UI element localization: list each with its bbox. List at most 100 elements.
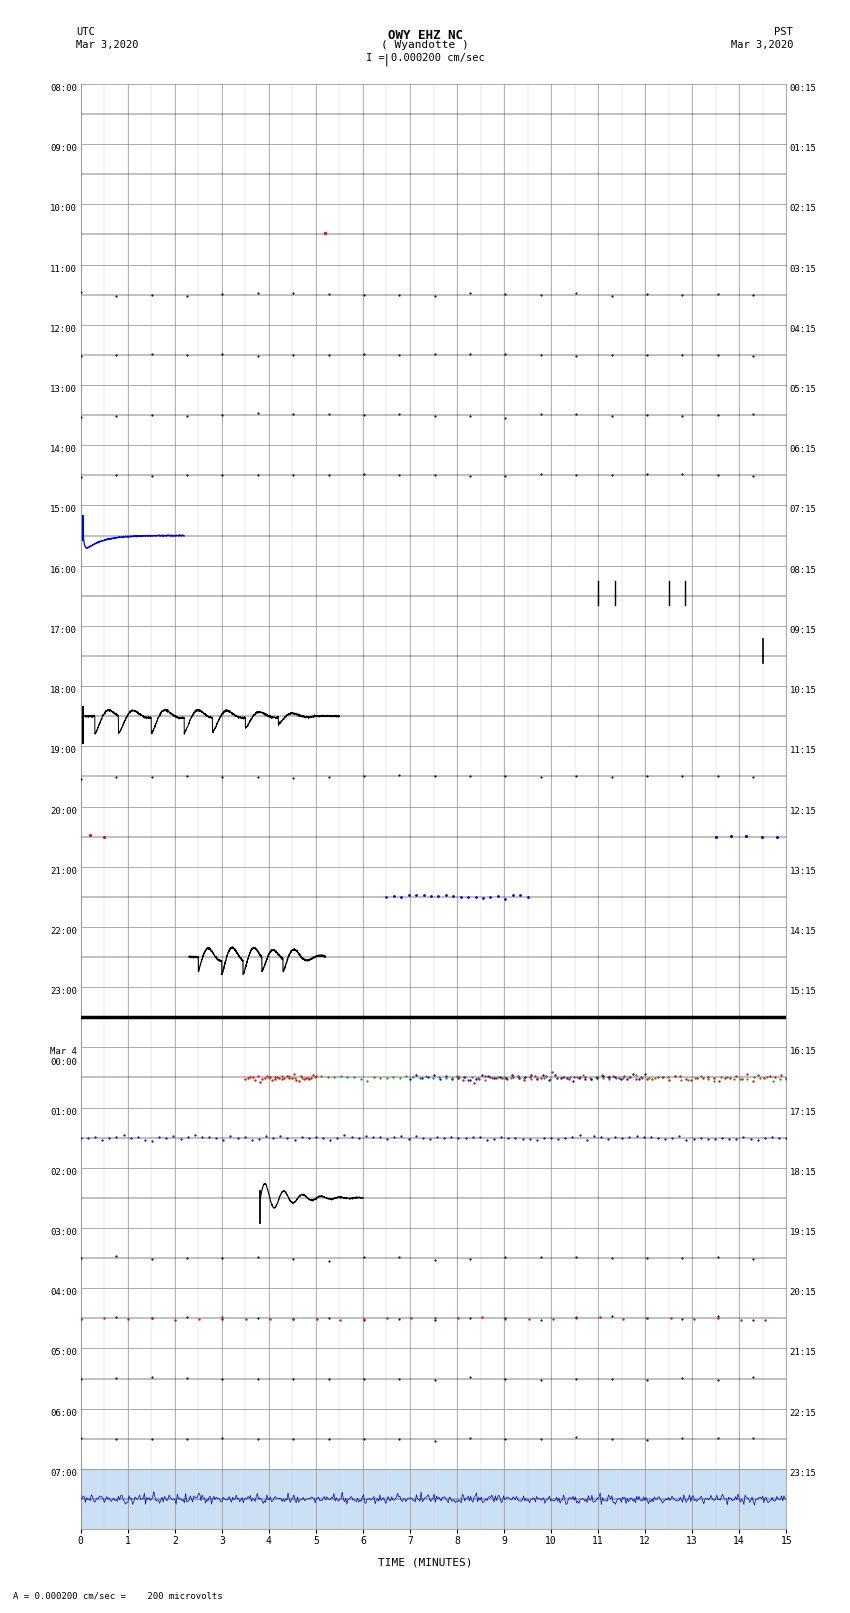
Point — [387, 882, 400, 908]
Point — [451, 1305, 465, 1331]
Point — [345, 1124, 359, 1150]
Point — [286, 1245, 300, 1271]
Point — [180, 1365, 194, 1390]
Point — [498, 1065, 512, 1090]
Point — [727, 1066, 740, 1092]
Point — [428, 1247, 441, 1273]
Point — [285, 1065, 298, 1090]
Point — [609, 1065, 622, 1090]
Point — [265, 1068, 279, 1094]
Point — [241, 1065, 255, 1090]
Point — [711, 1244, 724, 1269]
Point — [534, 765, 547, 790]
Text: 17:15: 17:15 — [790, 1108, 817, 1116]
Point — [457, 1065, 471, 1090]
Text: 03:15: 03:15 — [790, 265, 817, 274]
Point — [734, 1307, 748, 1332]
Point — [145, 1127, 159, 1153]
Point — [357, 1426, 371, 1452]
Point — [243, 1065, 257, 1090]
Text: 22:15: 22:15 — [790, 1408, 817, 1418]
Point — [622, 1065, 636, 1090]
Point — [286, 1426, 300, 1452]
Point — [596, 1065, 609, 1090]
Point — [530, 1066, 543, 1092]
Point — [268, 1066, 281, 1092]
Point — [672, 1123, 686, 1148]
Text: 12:15: 12:15 — [790, 806, 817, 816]
Point — [556, 1065, 570, 1090]
Point — [712, 1068, 726, 1094]
Point — [605, 1366, 619, 1392]
Point — [321, 1366, 335, 1392]
Point — [494, 1065, 507, 1090]
Point — [605, 461, 619, 487]
Point — [393, 1245, 406, 1271]
Point — [679, 1066, 693, 1092]
Point — [521, 884, 535, 910]
Point — [524, 1063, 537, 1089]
Point — [462, 1066, 475, 1092]
Point — [224, 1123, 237, 1148]
Text: 06:00: 06:00 — [50, 1408, 77, 1418]
Point — [463, 340, 477, 366]
Point — [573, 1063, 586, 1089]
Point — [676, 1245, 689, 1271]
Point — [262, 1065, 275, 1090]
Text: 15:00: 15:00 — [50, 505, 77, 515]
Point — [544, 1066, 558, 1092]
Point — [388, 1124, 401, 1150]
Point — [463, 1424, 477, 1450]
Point — [74, 403, 88, 429]
Point — [560, 1065, 574, 1090]
Point — [723, 1065, 737, 1090]
Point — [180, 1245, 194, 1271]
Point — [131, 1124, 145, 1150]
Point — [110, 403, 123, 429]
Point — [570, 763, 583, 789]
Text: 01:00: 01:00 — [50, 1108, 77, 1116]
Point — [423, 1126, 437, 1152]
Point — [500, 1065, 513, 1090]
Point — [216, 1366, 230, 1392]
Point — [428, 1307, 441, 1332]
Point — [83, 823, 97, 848]
Text: Mar 3,2020: Mar 3,2020 — [76, 40, 139, 50]
Text: 20:15: 20:15 — [790, 1289, 817, 1297]
Text: 08:15: 08:15 — [790, 566, 817, 574]
Point — [518, 1066, 531, 1092]
Point — [74, 1366, 88, 1392]
Point — [302, 1066, 315, 1092]
Point — [645, 1066, 659, 1092]
Point — [463, 763, 477, 789]
Point — [239, 1066, 252, 1092]
Point — [499, 1244, 513, 1269]
Point — [463, 1245, 477, 1271]
Point — [122, 1305, 135, 1331]
Point — [632, 1066, 646, 1092]
Point — [676, 1365, 689, 1390]
Point — [570, 1244, 583, 1269]
Point — [144, 1305, 158, 1331]
Point — [491, 1063, 505, 1089]
Point — [88, 1124, 102, 1150]
Point — [180, 763, 194, 789]
Point — [281, 1063, 295, 1089]
Point — [246, 1063, 259, 1089]
Point — [657, 1065, 671, 1090]
Point — [288, 1127, 302, 1153]
Point — [562, 1066, 575, 1092]
Point — [323, 1126, 337, 1152]
Point — [558, 1124, 572, 1150]
Point — [316, 1124, 330, 1150]
Point — [718, 1065, 732, 1090]
Point — [439, 1065, 452, 1090]
Point — [746, 282, 760, 308]
Point — [499, 463, 513, 489]
Point — [352, 1124, 366, 1150]
Point — [746, 1068, 760, 1094]
Point — [746, 1426, 760, 1452]
Text: 05:15: 05:15 — [790, 386, 817, 394]
Point — [251, 765, 264, 790]
Point — [701, 1065, 715, 1090]
